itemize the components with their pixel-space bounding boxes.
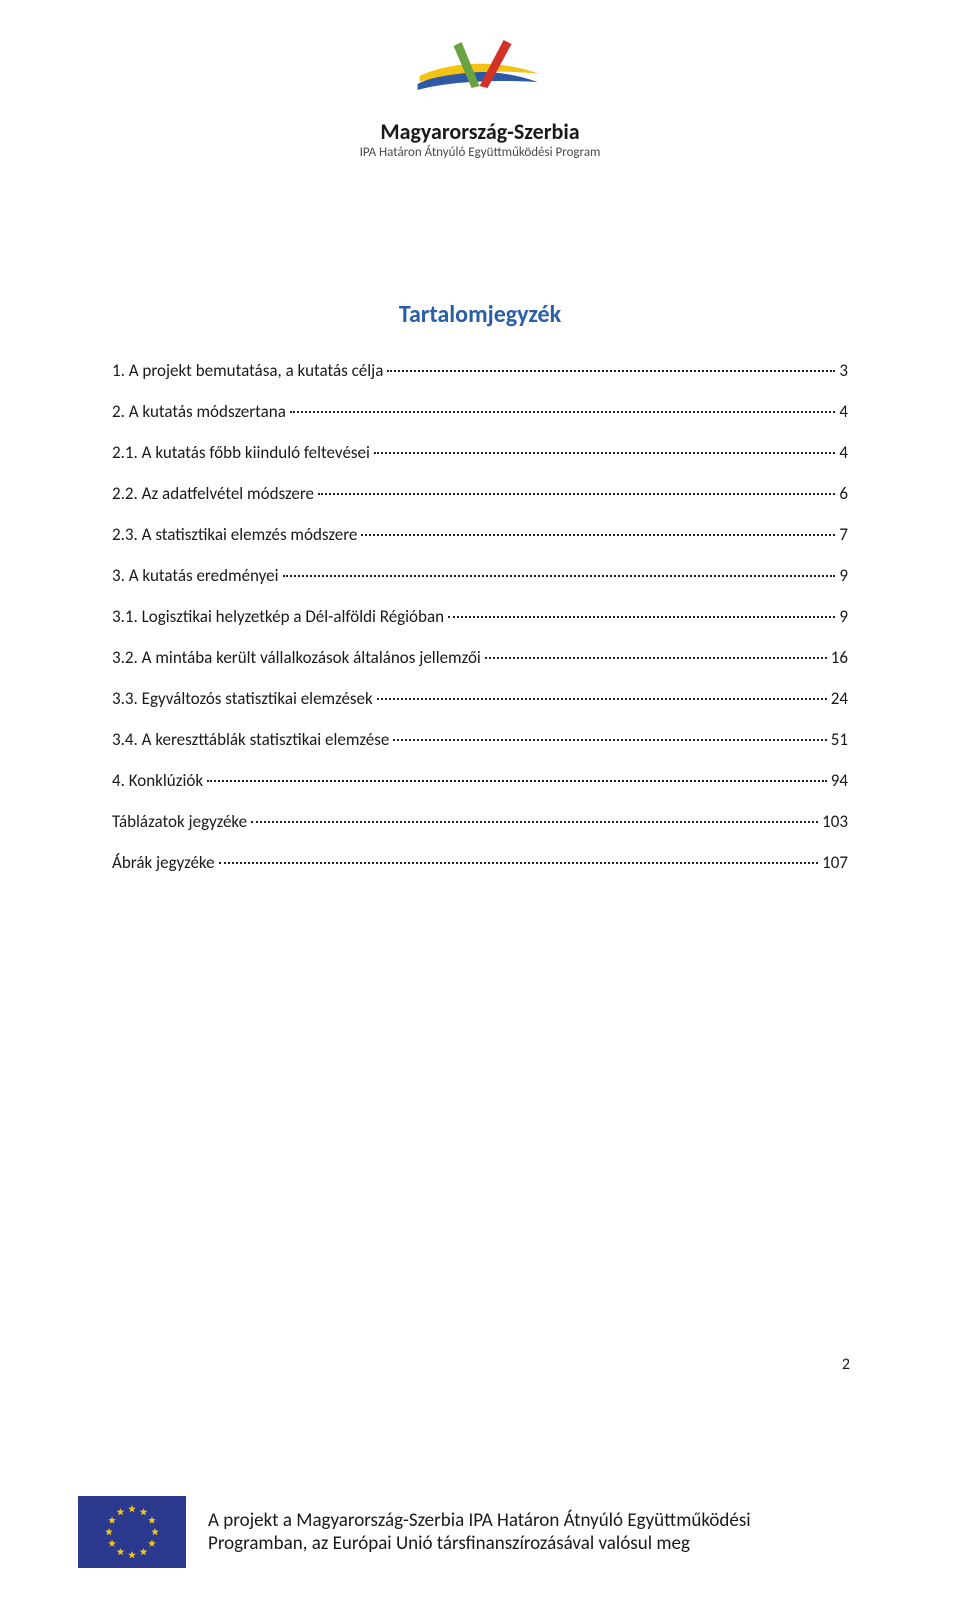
- toc-entry[interactable]: 4. Konklúziók 94: [112, 770, 848, 811]
- toc-entry[interactable]: 2.1. A kutatás főbb kiinduló feltevései 4: [112, 442, 848, 483]
- toc-entry-page: 6: [839, 483, 848, 504]
- toc-entry[interactable]: 1. A projekt bemutatása, a kutatás célja…: [112, 360, 848, 401]
- toc-entry-page: 3: [839, 360, 848, 381]
- toc-entry-label: 4. Konklúziók: [112, 770, 203, 791]
- toc-entry[interactable]: 3.3. Egyváltozós statisztikai elemzések 2…: [112, 688, 848, 729]
- toc-entry-label: 2.3. A statisztikai elemzés módszere: [112, 524, 357, 545]
- eu-flag-icon: [78, 1496, 186, 1568]
- toc-entry-page: 16: [831, 647, 848, 668]
- toc-leader: [283, 567, 836, 577]
- toc-entry-page: 9: [839, 606, 848, 627]
- toc-entry[interactable]: 2. A kutatás módszertana 4: [112, 401, 848, 442]
- toc-entry-label: 3.1. Logisztikai helyzetkép a Dél-alföld…: [112, 606, 444, 627]
- toc-leader: [387, 362, 835, 372]
- toc-entry-page: 4: [839, 401, 848, 422]
- toc-entry-page: 7: [839, 524, 848, 545]
- toc-entry-label: Táblázatok jegyzéke: [112, 811, 247, 832]
- toc-entry-page: 103: [822, 811, 848, 832]
- toc-entry-page: 107: [822, 852, 848, 873]
- toc-entry-page: 24: [831, 688, 848, 709]
- toc-entry[interactable]: 2.2. Az adatfelvétel módszere 6: [112, 483, 848, 524]
- toc-heading: Tartalomjegyzék: [399, 300, 561, 329]
- toc-entry-label: Ábrák jegyzéke: [112, 852, 215, 873]
- toc-entry[interactable]: 3.1. Logisztikai helyzetkép a Dél-alföld…: [112, 606, 848, 647]
- toc-entry-label: 1. A projekt bemutatása, a kutatás célja: [112, 360, 383, 381]
- toc-entry[interactable]: 3.2. A mintába került vállalkozások álta…: [112, 647, 848, 688]
- toc-leader: [374, 444, 835, 454]
- toc-entry[interactable]: 3.4. A kereszttáblák statisztikai elemzé…: [112, 729, 848, 770]
- toc-entry-label: 3. A kutatás eredményei: [112, 565, 279, 586]
- toc-leader: [290, 403, 836, 413]
- toc-entry-label: 3.2. A mintába került vállalkozások álta…: [112, 647, 481, 668]
- toc-entry-page: 51: [831, 729, 848, 750]
- footer-block: A projekt a Magyarország-Szerbia IPA Hat…: [78, 1496, 751, 1568]
- toc-leader: [361, 526, 835, 536]
- footer-line-2: Programban, az Európai Unió társfinanszí…: [208, 1532, 751, 1555]
- toc-entry-page: 4: [839, 442, 848, 463]
- page-number: 2: [842, 1355, 850, 1374]
- toc-leader: [207, 772, 827, 782]
- program-title: Magyarország-Szerbia: [360, 118, 601, 145]
- footer-text: A projekt a Magyarország-Szerbia IPA Hat…: [208, 1509, 751, 1555]
- toc-entry-label: 3.3. Egyváltozós statisztikai elemzések: [112, 688, 373, 709]
- program-logo-block: Magyarország-Szerbia IPA Határon Átnyúló…: [360, 32, 601, 160]
- toc-entry-label: 3.4. A kereszttáblák statisztikai elemzé…: [112, 729, 389, 750]
- toc-leader: [448, 608, 835, 618]
- toc-entry[interactable]: 3. A kutatás eredményei 9: [112, 565, 848, 606]
- toc-leader: [377, 690, 827, 700]
- program-logo-mark: [410, 32, 550, 112]
- toc-leader: [393, 731, 826, 741]
- toc-entry[interactable]: 2.3. A statisztikai elemzés módszere 7: [112, 524, 848, 565]
- program-subtitle: IPA Határon Átnyúló Együttműködési Progr…: [360, 145, 601, 160]
- toc-entry-label: 2. A kutatás módszertana: [112, 401, 286, 422]
- footer-line-1: A projekt a Magyarország-Szerbia IPA Hat…: [208, 1509, 751, 1532]
- toc-list: 1. A projekt bemutatása, a kutatás célja…: [112, 360, 848, 893]
- toc-entry: Táblázatok jegyzéke 103: [112, 811, 848, 852]
- toc-entry: Ábrák jegyzéke 107: [112, 852, 848, 893]
- toc-entry-label: 2.1. A kutatás főbb kiinduló feltevései: [112, 442, 370, 463]
- toc-leader: [318, 485, 835, 495]
- toc-entry-page: 9: [839, 565, 848, 586]
- toc-entry-page: 94: [831, 770, 848, 791]
- toc-leader: [219, 854, 819, 864]
- toc-leader: [251, 813, 818, 823]
- document-page: Magyarország-Szerbia IPA Határon Átnyúló…: [0, 0, 960, 1604]
- toc-entry-label: 2.2. Az adatfelvétel módszere: [112, 483, 314, 504]
- toc-leader: [485, 649, 827, 659]
